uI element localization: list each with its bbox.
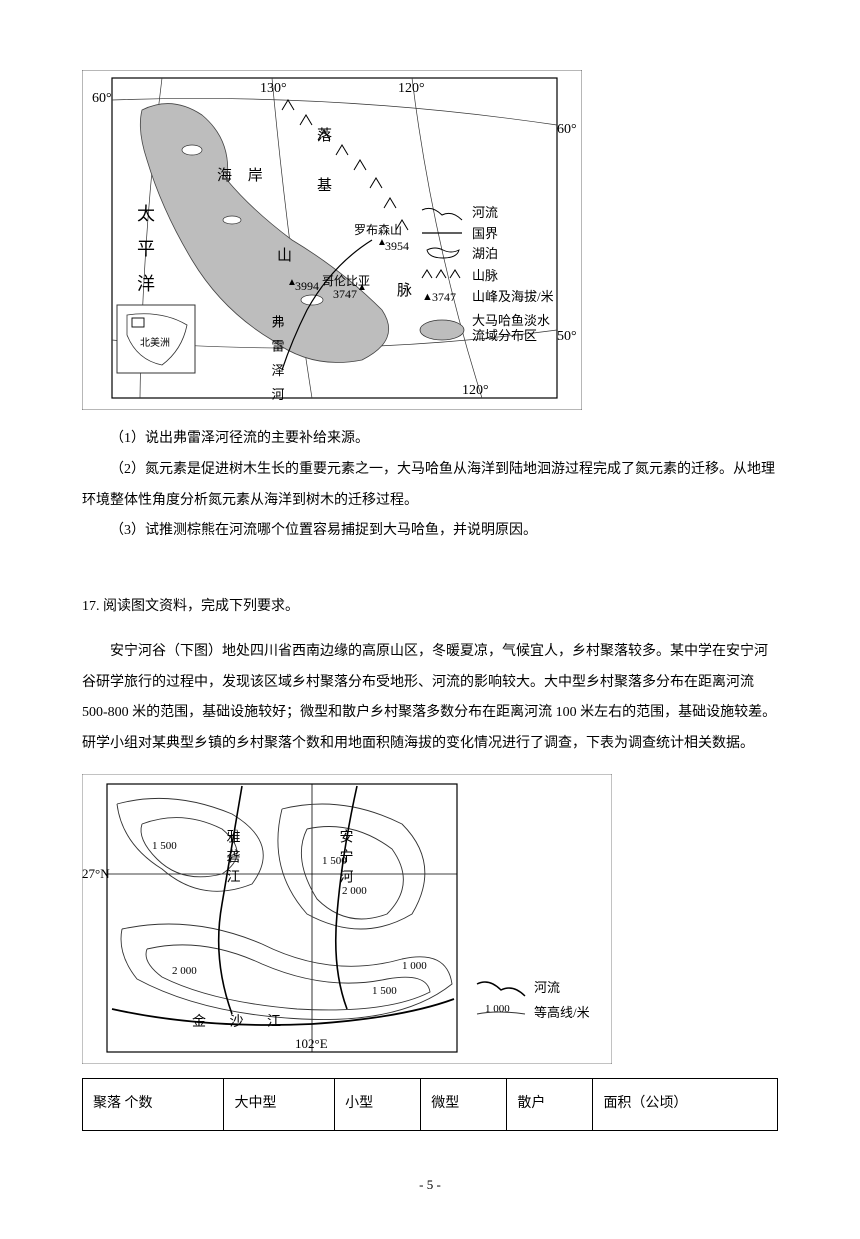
robson-label: 罗布森山 xyxy=(354,222,402,237)
columbia-label: 哥伦比亚 xyxy=(322,273,370,288)
table-cell: 面积（公顷） xyxy=(593,1078,778,1130)
map-figure-1: 60° 60° 130° 120° 50° 120° 海 岸 山 脉 落 基 ▲… xyxy=(82,70,582,410)
map1-svg: 60° 60° 130° 120° 50° 120° 海 岸 山 脉 落 基 ▲… xyxy=(82,70,582,410)
q17-para1: 安宁河谷（下图）地处四川省西南边缘的高原山区，冬暖夏凉，气候宜人，乡村聚落较多。… xyxy=(82,637,778,760)
table-row: 聚落 个数 大中型 小型 微型 散户 面积（公顷） xyxy=(83,1078,778,1130)
inset-label: 北美洲 xyxy=(140,336,170,349)
ocean-label: 洋 xyxy=(137,274,155,294)
contour-label: 2 000 xyxy=(172,965,197,977)
legend-border: 国界 xyxy=(472,226,498,241)
q17-number: 17. xyxy=(82,599,103,614)
legend-peak-sample: 3747 xyxy=(432,290,456,304)
table-cell: 微型 xyxy=(421,1078,507,1130)
lon-label: 120° xyxy=(398,81,425,96)
q16-1: （1）说出弗雷泽河径流的主要补给来源。 xyxy=(82,424,778,455)
q16-3: （3）试推测棕熊在河流哪个位置容易捕捉到大马哈鱼，并说明原因。 xyxy=(82,516,778,547)
range-label: 山 xyxy=(277,247,292,264)
legend-peak: 山峰及海拔/米 xyxy=(472,289,554,304)
ocean-label: 太 xyxy=(137,204,155,224)
peak-label: 3954 xyxy=(385,239,409,253)
map-figure-2: 27°N 102°E 1 500 1 500 2 000 2 000 1 500… xyxy=(82,774,612,1064)
lat-label: 60° xyxy=(92,91,112,106)
table-cell: 大中型 xyxy=(224,1078,335,1130)
q17-stem: 17. 阅读图文资料，完成下列要求。 xyxy=(82,592,778,623)
peak-label: 3747 xyxy=(333,287,357,301)
q16-2: （2）氮元素是促进树木生长的重要元素之一，大马哈鱼从海洋到陆地洄游过程完成了氮元… xyxy=(82,455,778,517)
jinsha-label: 金 沙 江 xyxy=(192,1014,291,1030)
ocean-label: 平 xyxy=(137,239,155,259)
map2-svg: 27°N 102°E 1 500 1 500 2 000 2 000 1 500… xyxy=(82,774,612,1064)
contour-label: 1 500 xyxy=(372,985,397,997)
legend-river: 河流 xyxy=(472,205,498,220)
lat-label: 50° xyxy=(557,329,577,344)
peak-label: 3994 xyxy=(295,279,319,293)
ji-label: 基 xyxy=(317,177,332,194)
table-cell: 散户 xyxy=(507,1078,593,1130)
fraser-label: 弗 雷 泽 河 xyxy=(270,315,285,405)
coast-label: 海 岸 xyxy=(217,167,269,184)
map2-lat: 27°N xyxy=(82,866,110,881)
lon-label: 130° xyxy=(260,81,287,96)
contour-label: 1 000 xyxy=(402,960,427,972)
page-number: - 5 - xyxy=(82,1171,778,1200)
luo-label: 落 xyxy=(317,127,332,144)
lat-label-r: 60° xyxy=(557,122,577,137)
range-label: 脉 xyxy=(397,282,412,299)
map2-lon: 102°E xyxy=(295,1036,328,1051)
yalong-label: 雅砻江 xyxy=(225,829,241,889)
legend-mountain: 山脉 xyxy=(472,268,498,283)
contour-label: 1 500 xyxy=(152,840,177,852)
legend-zone-l2: 流域分布区 xyxy=(472,328,537,343)
legend-zone-l1: 大马哈鱼淡水 xyxy=(472,313,550,328)
anning-label: 安宁河 xyxy=(338,829,354,889)
legend-contour: 等高线/米 xyxy=(534,1005,590,1020)
table-cell: 小型 xyxy=(335,1078,421,1130)
settlement-table: 聚落 个数 大中型 小型 微型 散户 面积（公顷） xyxy=(82,1078,778,1131)
legend-river-2: 河流 xyxy=(534,980,560,995)
q16-questions: （1）说出弗雷泽河径流的主要补给来源。 （2）氮元素是促进树木生长的重要元素之一… xyxy=(82,424,778,547)
legend-contour-sample: 1 000 xyxy=(485,1003,510,1015)
table-cell: 聚落 个数 xyxy=(83,1078,224,1130)
q17-stem-text: 阅读图文资料，完成下列要求。 xyxy=(103,599,299,614)
legend-lake: 湖泊 xyxy=(472,246,498,261)
lon-label: 120° xyxy=(462,383,489,398)
